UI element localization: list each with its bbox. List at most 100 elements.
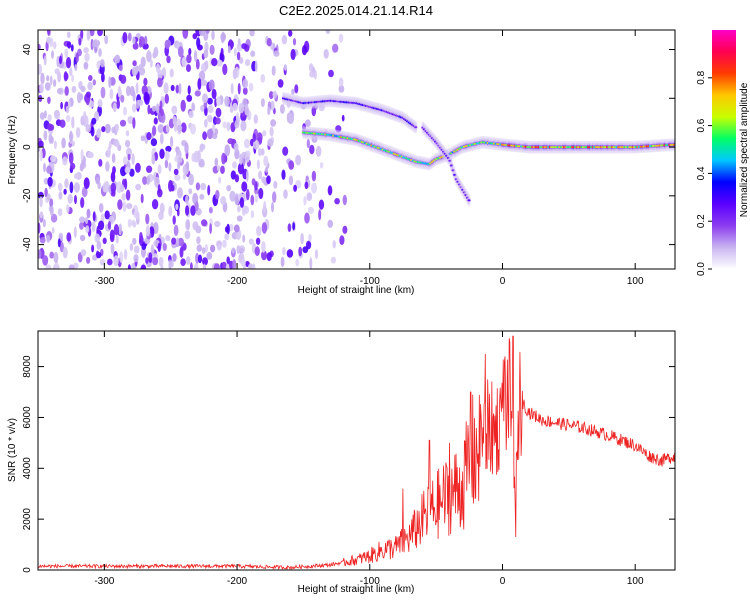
heatmap-cell (232, 161, 237, 169)
heatmap-cell (157, 124, 164, 134)
heatmap-cell (75, 127, 81, 138)
colorbar: 0.0 0.2 0.4 0.6 0.8 Normalized spectral ampl… (696, 30, 750, 276)
heatmap-cell (215, 189, 220, 200)
heatmap-cell (323, 49, 329, 59)
heatmap-cell (142, 176, 148, 185)
heatmap-cell (414, 126, 418, 129)
heatmap-cell (216, 59, 223, 67)
heatmap-cell (295, 258, 300, 267)
heatmap-cell (83, 47, 89, 54)
heatmap-cell (330, 256, 336, 264)
heatmap-cell (71, 85, 77, 93)
heatmap-cell (53, 41, 57, 50)
heatmap-cell (155, 103, 160, 114)
heatmap-cell (133, 245, 140, 254)
heatmap-cell (177, 237, 184, 247)
heatmap-cell (159, 148, 165, 159)
heatmap-cell (139, 67, 146, 76)
heatmap-cell (222, 63, 228, 76)
heatmap-cell (108, 76, 112, 89)
spectrogram-frame (37, 29, 676, 270)
heatmap-cell (197, 78, 202, 90)
heatmap-cell (61, 137, 66, 149)
heatmap-cell (47, 30, 51, 36)
heatmap-cell (250, 138, 254, 147)
heatmap-cell (113, 224, 119, 236)
heatmap-cell (58, 191, 63, 200)
heatmap-cell (80, 249, 87, 257)
heatmap-cell (168, 162, 172, 172)
heatmap-cell (311, 182, 317, 194)
heatmap-cell (120, 166, 127, 177)
heatmap-cell (239, 197, 245, 208)
heatmap-cell (103, 180, 110, 193)
heatmap-cell (301, 45, 308, 56)
heatmap-cell (184, 142, 189, 154)
heatmap-cell (152, 125, 157, 136)
heatmap-cell (47, 123, 53, 131)
heatmap-cell (241, 43, 247, 50)
heatmap-cell (54, 68, 60, 75)
heatmap-cell (258, 187, 264, 200)
heatmap-cell (66, 232, 72, 242)
heatmap-cell (127, 32, 132, 42)
heatmap-cell (146, 175, 150, 185)
heatmap-cell (176, 237, 180, 247)
heatmap-cell (165, 123, 170, 133)
heatmap-cell (42, 219, 47, 228)
heatmap-cell (221, 261, 227, 269)
chart-title: C2E2.2025.014.21.14.R14 (279, 3, 433, 18)
heatmap-cell (246, 188, 250, 201)
heatmap-cell (170, 136, 174, 148)
heatmap-cell (57, 238, 61, 248)
heatmap-cell (74, 173, 80, 180)
y-tick-label: -40 (22, 237, 33, 252)
heatmap-cell (306, 138, 310, 149)
heatmap-cell (242, 78, 249, 89)
heatmap-cell (256, 225, 262, 237)
heatmap-cell (209, 223, 213, 235)
heatmap-cell (162, 243, 167, 251)
heatmap-cell (201, 63, 206, 73)
heatmap-cell (143, 91, 150, 103)
heatmap-cell (126, 147, 132, 158)
heatmap-cell (233, 142, 239, 152)
heatmap-cell (169, 68, 174, 78)
heatmap-cell (211, 30, 215, 41)
heatmap-cell (50, 136, 54, 144)
heatmap-cell (122, 201, 127, 213)
heatmap-cell (76, 91, 82, 104)
heatmap-cell (230, 170, 237, 180)
heatmap-cell (309, 144, 315, 155)
heatmap-cell (54, 110, 60, 117)
heatmap-cell (115, 140, 120, 148)
heatmap-cell (157, 77, 163, 88)
heatmap-cell (131, 219, 136, 226)
heatmap-cell (293, 184, 297, 192)
heatmap-cell (277, 79, 284, 88)
heatmap-cell (288, 30, 293, 37)
heatmap-cell (124, 166, 131, 174)
heatmap-cell (256, 159, 260, 170)
heatmap-cell (85, 216, 89, 225)
heatmap-cell (44, 82, 51, 91)
heatmap-cell (157, 69, 163, 80)
heatmap-cell (126, 203, 133, 210)
heatmap-cell (218, 176, 222, 184)
heatmap-cell (120, 184, 125, 193)
colorbar-label: Normalized spectral amplitude (739, 82, 750, 217)
heatmap-cell (209, 44, 215, 56)
heatmap-cell (147, 50, 151, 59)
heatmap-cell (187, 85, 191, 95)
heatmap-cell (151, 153, 156, 165)
colorbar-tick-label: 0.8 (696, 70, 707, 84)
heatmap-cell (196, 236, 201, 245)
heatmap-cell (237, 83, 241, 95)
heatmap-cell (38, 43, 41, 51)
heatmap-cell (80, 30, 84, 39)
heatmap-cell (43, 130, 48, 141)
heatmap-cell (65, 114, 71, 122)
heatmap-cell (181, 56, 188, 68)
